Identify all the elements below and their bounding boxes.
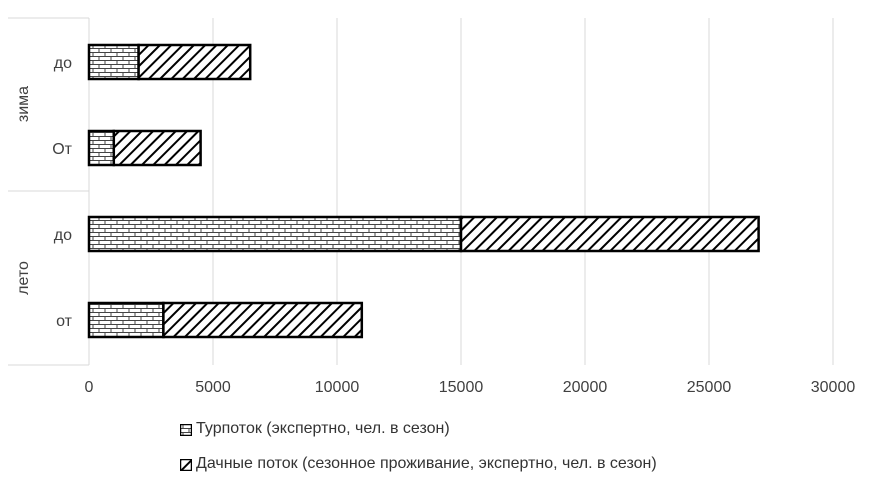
legend-label-tourist-flow: Турпоток (экспертно, чел. в сезон) — [196, 420, 450, 437]
bar-series0-row2 — [87, 215, 463, 253]
category-labels: до От до от — [52, 55, 72, 330]
legend-item-tourist-flow: Турпоток (экспертно, чел. в сезон) — [179, 420, 450, 438]
bar-series1-row0 — [137, 43, 252, 81]
legend-label-dacha-flow: Дачные поток (сезонное проживание, экспе… — [196, 455, 657, 472]
x-tick-label-0: 0 — [85, 379, 94, 396]
x-tick-label-6: 30000 — [811, 379, 856, 396]
x-tick-label-3: 15000 — [439, 379, 484, 396]
category-label-3: от — [56, 313, 73, 330]
bars — [87, 43, 760, 339]
x-tick-label-5: 25000 — [687, 379, 732, 396]
bar-series0-row1 — [87, 129, 116, 167]
legend-item-dacha-flow: Дачные поток (сезонное проживание, экспе… — [179, 455, 657, 473]
bar-series1-row1 — [112, 129, 202, 167]
bar-series1-row3 — [162, 301, 364, 339]
group-label-0: зима — [15, 86, 32, 122]
x-tick-label-2: 10000 — [315, 379, 360, 396]
legend-swatch-hatch — [179, 458, 193, 472]
bar-series1-row2 — [459, 215, 760, 253]
bar-series0-row0 — [87, 43, 140, 81]
legend-swatch-bricks — [179, 423, 193, 437]
x-tick-label-4: 20000 — [563, 379, 608, 396]
category-label-2: до — [54, 227, 72, 244]
x-tick-label-1: 5000 — [195, 379, 231, 396]
category-label-0: до — [54, 55, 72, 72]
bar-series0-row3 — [87, 301, 165, 339]
category-label-1: От — [52, 141, 72, 158]
x-tick-labels: 0 5000 10000 15000 20000 25000 30000 — [85, 379, 856, 396]
group-labels: зима лето — [15, 86, 32, 295]
group-label-1: лето — [15, 261, 32, 295]
bar-chart-svg: до От до от зима лето 0 5000 10000 15000 20000 25… — [8, 17, 856, 396]
